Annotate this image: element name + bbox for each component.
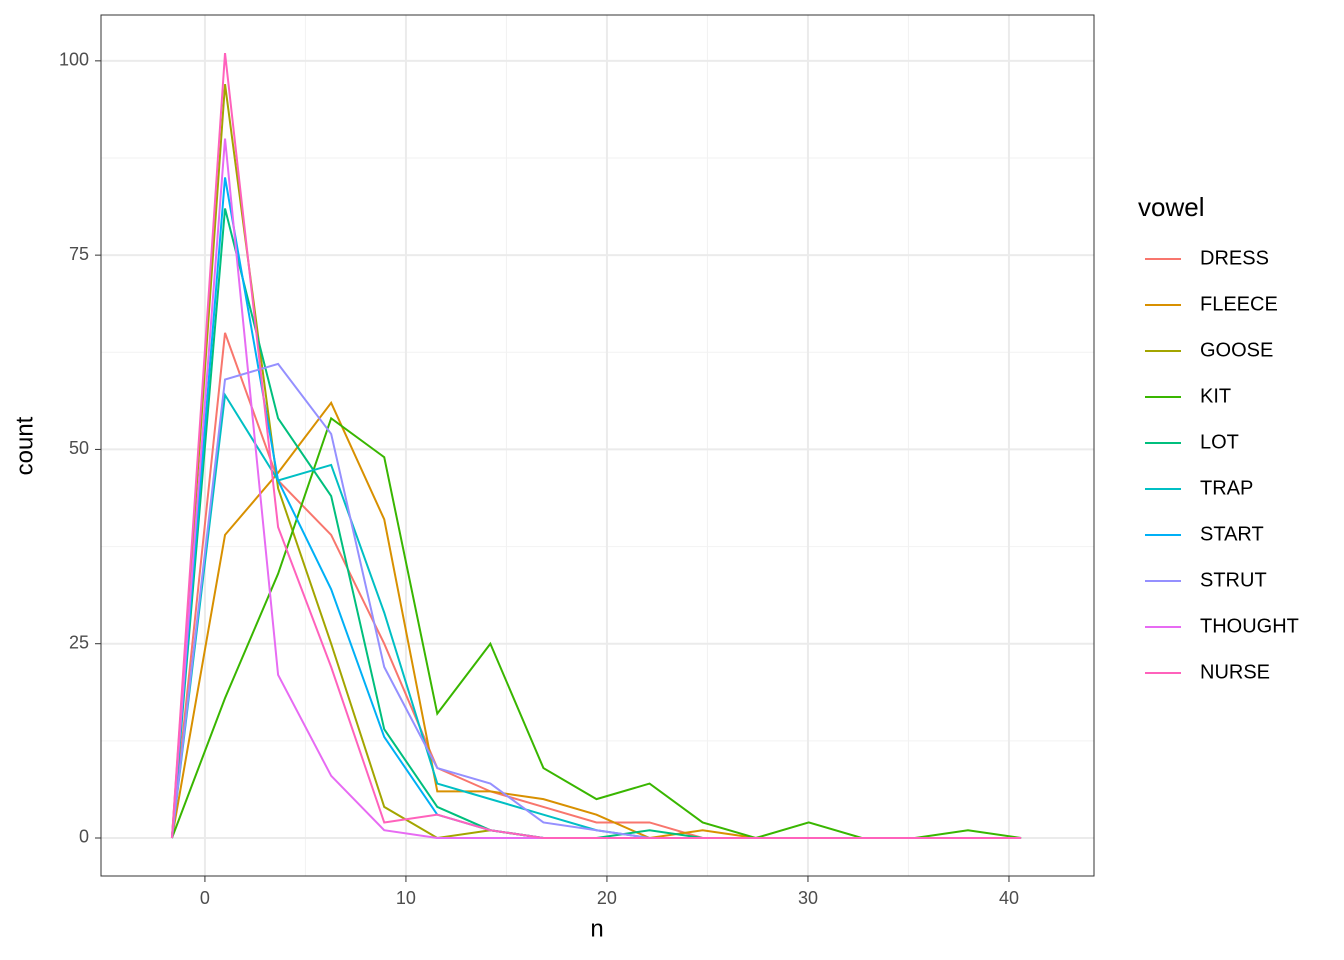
y-tick-label: 75 [69, 244, 89, 264]
series-line [170, 362, 1022, 839]
series-line [170, 84, 1022, 840]
x-tick-label: 10 [396, 888, 416, 908]
legend-label: THOUGHT [1200, 615, 1299, 637]
x-tick-label: 40 [999, 888, 1019, 908]
y-tick-label: 25 [69, 632, 89, 652]
y-tick-label: 0 [79, 827, 89, 847]
legend-label: LOT [1200, 431, 1239, 453]
x-axis-title: n [590, 915, 603, 942]
y-axis-title: count [11, 416, 38, 475]
legend-label: DRESS [1200, 247, 1269, 269]
legend-label: KIT [1200, 385, 1231, 407]
series-line [171, 416, 1022, 840]
legend-label: NURSE [1200, 661, 1270, 683]
x-tick-label: 20 [597, 888, 617, 908]
legend-label: TRAP [1200, 477, 1253, 499]
series-line [170, 400, 1022, 840]
legend-title: vowel [1138, 192, 1204, 222]
x-tick-label: 0 [200, 888, 210, 908]
legend-label: STRUT [1200, 569, 1267, 591]
series-line [170, 52, 1022, 839]
y-tick-label: 100 [59, 50, 89, 70]
y-tick-label: 50 [69, 438, 89, 458]
series-line [170, 138, 1022, 839]
legend-label: START [1200, 523, 1264, 545]
x-tick-label: 30 [798, 888, 818, 908]
series-line [170, 392, 1022, 839]
plot-border [100, 14, 1095, 877]
legend-label: FLEECE [1200, 293, 1278, 315]
series-line [170, 177, 1022, 839]
legend-label: GOOSE [1200, 339, 1273, 361]
